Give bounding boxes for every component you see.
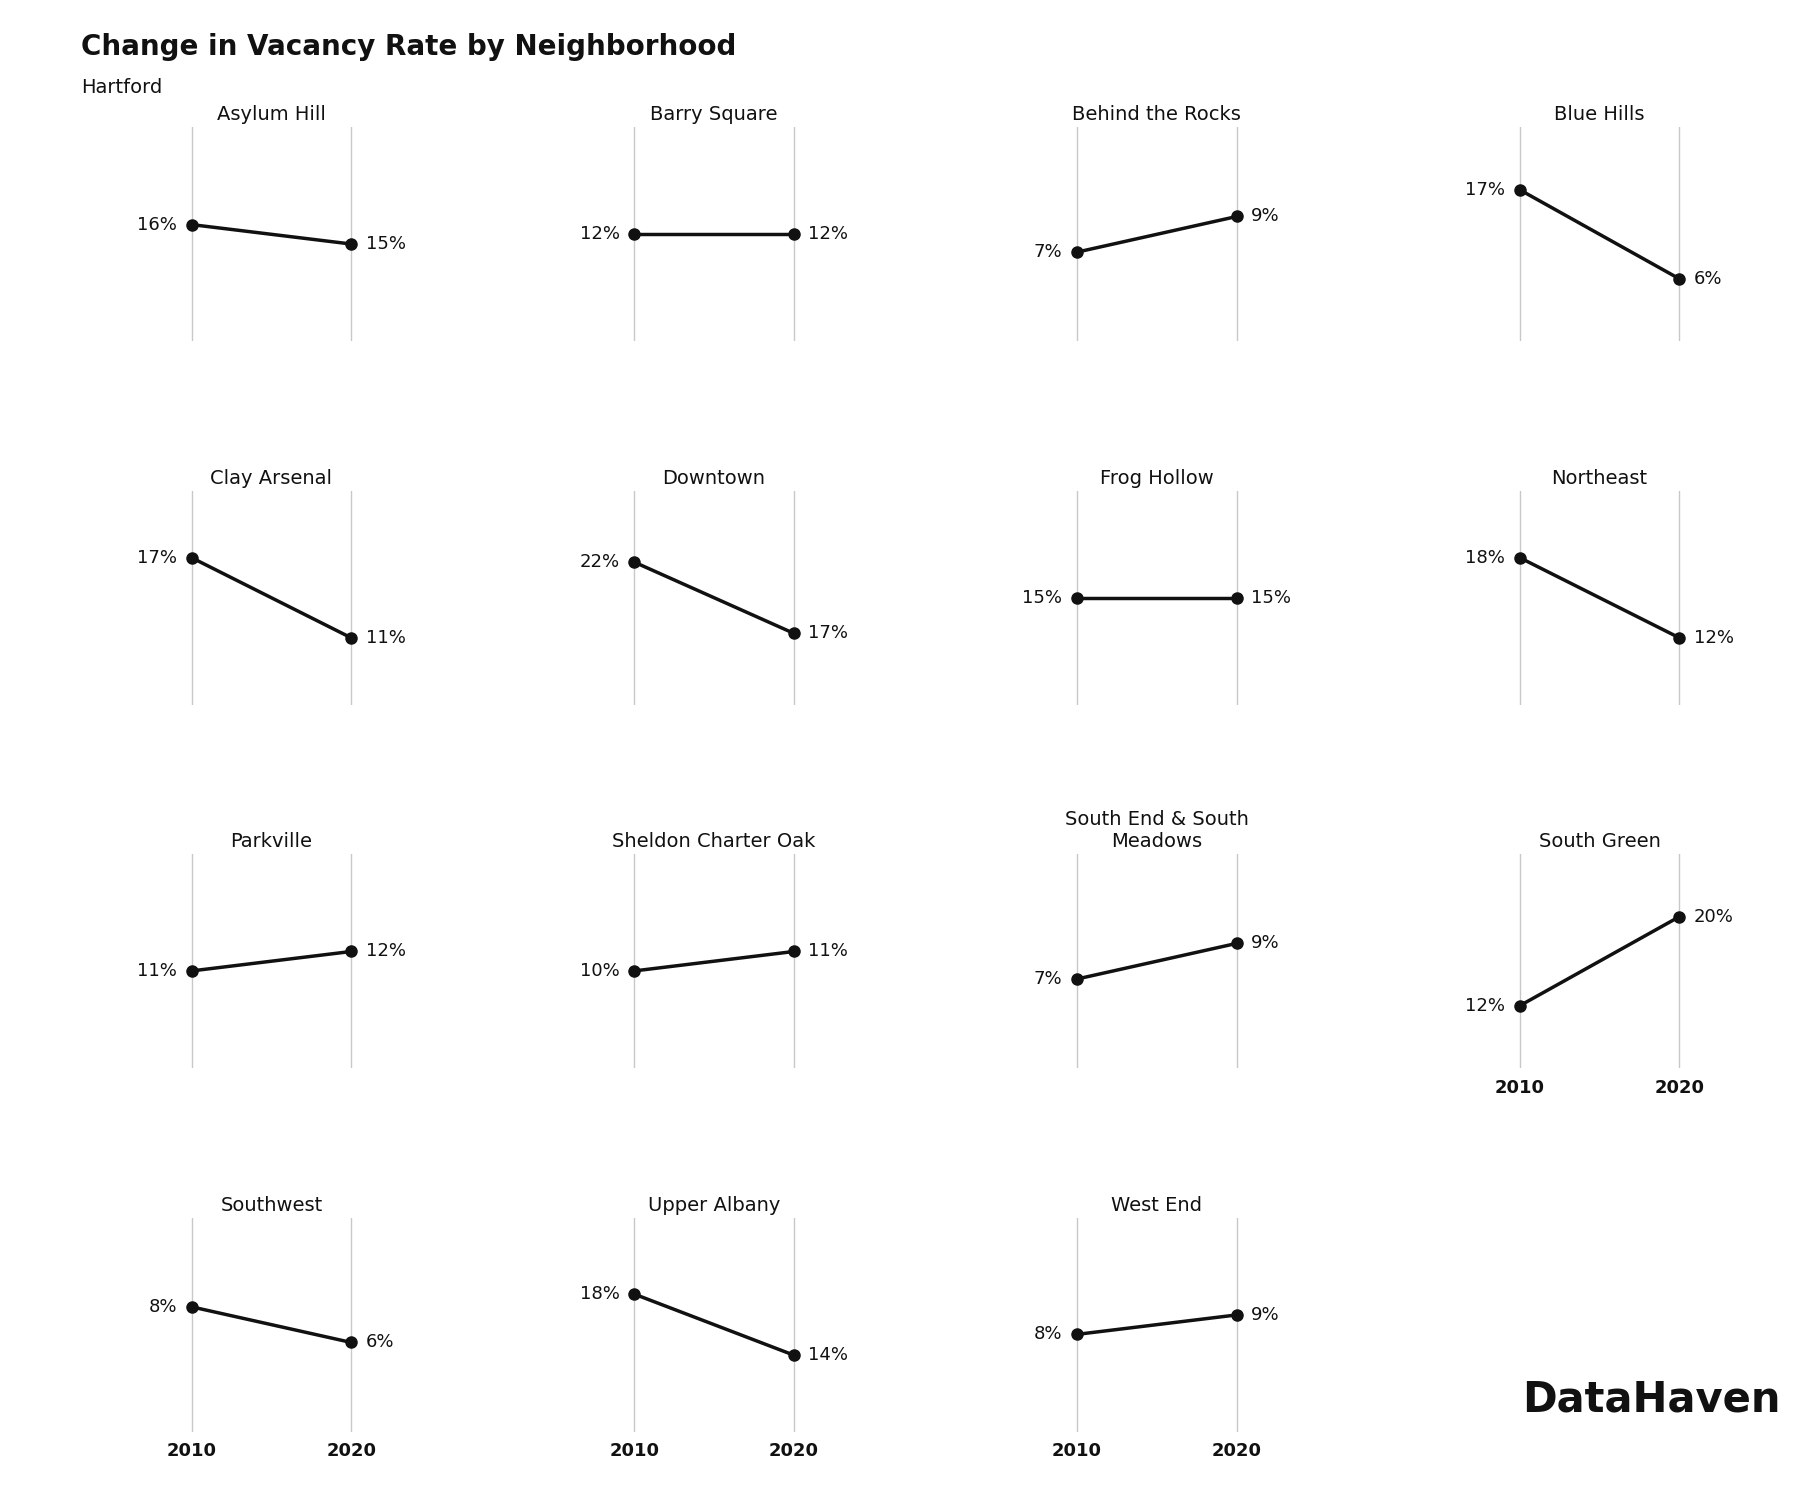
Text: 20%: 20% [1694,908,1733,926]
Text: 18%: 18% [1465,549,1505,567]
Text: 2010: 2010 [1052,1442,1102,1460]
Text: 2020: 2020 [1212,1442,1260,1460]
Text: 10%: 10% [579,962,620,980]
Text: Change in Vacancy Rate by Neighborhood: Change in Vacancy Rate by Neighborhood [81,33,735,61]
Text: 15%: 15% [365,235,406,253]
Title: Downtown: Downtown [662,469,766,487]
Text: 9%: 9% [1250,934,1278,952]
Text: 15%: 15% [1250,589,1291,607]
Text: 8%: 8% [149,1298,176,1316]
Text: 9%: 9% [1250,207,1278,225]
Title: Upper Albany: Upper Albany [647,1196,780,1214]
Title: Southwest: Southwest [219,1196,322,1214]
Text: 9%: 9% [1250,1306,1278,1324]
Text: 7%: 7% [1034,970,1063,988]
Title: Asylum Hill: Asylum Hill [218,105,325,124]
Title: South Green: South Green [1537,832,1660,851]
Text: 16%: 16% [137,216,176,234]
Text: 12%: 12% [807,225,849,243]
Title: Barry Square: Barry Square [651,105,777,124]
Text: 12%: 12% [1694,630,1733,648]
Text: 2020: 2020 [325,1442,376,1460]
Text: 2010: 2010 [167,1442,216,1460]
Text: 14%: 14% [807,1346,849,1364]
Text: 11%: 11% [807,943,849,961]
Title: West End: West End [1111,1196,1201,1214]
Text: 2010: 2010 [610,1442,658,1460]
Text: 6%: 6% [1694,270,1721,288]
Text: 2020: 2020 [768,1442,818,1460]
Text: 2010: 2010 [1494,1079,1544,1097]
Title: Frog Hollow: Frog Hollow [1099,469,1214,487]
Text: 17%: 17% [807,625,849,643]
Text: 6%: 6% [365,1334,394,1352]
Text: 22%: 22% [579,553,620,571]
Title: Northeast: Northeast [1550,469,1647,487]
Text: 2020: 2020 [1654,1079,1703,1097]
Title: Sheldon Charter Oak: Sheldon Charter Oak [611,832,814,851]
Text: 12%: 12% [1464,997,1505,1015]
Text: Hartford: Hartford [81,78,162,97]
Text: DataHaven: DataHaven [1521,1379,1780,1421]
Text: 17%: 17% [1464,181,1505,199]
Text: 18%: 18% [579,1285,620,1303]
Text: 11%: 11% [137,962,176,980]
Text: 15%: 15% [1021,589,1063,607]
Text: 12%: 12% [365,943,406,961]
Text: 17%: 17% [137,549,176,567]
Text: 11%: 11% [365,630,405,648]
Title: Clay Arsenal: Clay Arsenal [210,469,333,487]
Title: Blue Hills: Blue Hills [1553,105,1643,124]
Text: 12%: 12% [579,225,620,243]
Title: Behind the Rocks: Behind the Rocks [1072,105,1241,124]
Title: South End & South
Meadows: South End & South Meadows [1064,811,1248,851]
Text: 7%: 7% [1034,243,1063,261]
Text: 8%: 8% [1034,1325,1063,1343]
Title: Parkville: Parkville [230,832,313,851]
